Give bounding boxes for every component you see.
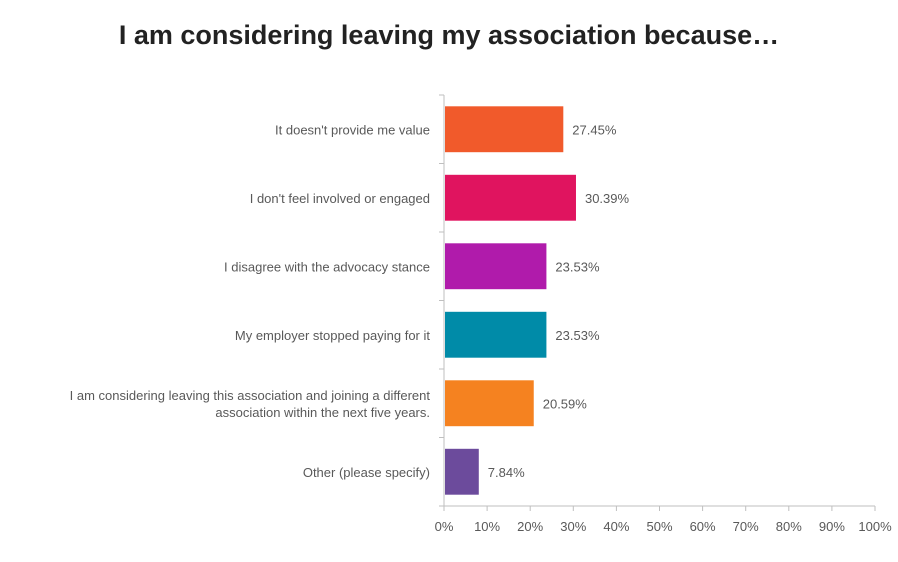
x-tick-label: 30% [560, 519, 586, 534]
x-tick-label: 60% [690, 519, 716, 534]
bar [445, 311, 547, 358]
data-label: 23.53% [555, 259, 600, 274]
x-tick-label: 90% [819, 519, 845, 534]
x-tick-label: 40% [603, 519, 629, 534]
data-label: 7.84% [488, 465, 525, 480]
category-label: I am considering leaving this associatio… [70, 388, 431, 403]
data-label: 30.39% [585, 191, 630, 206]
category-label: association within the next five years. [215, 405, 430, 420]
bar [445, 174, 576, 221]
x-tick-label: 70% [733, 519, 759, 534]
category-label: Other (please specify) [303, 465, 430, 480]
x-tick-label: 100% [858, 519, 892, 534]
category-label: I disagree with the advocacy stance [224, 259, 430, 274]
x-tick-label: 20% [517, 519, 543, 534]
bar [445, 448, 479, 495]
x-tick-label: 10% [474, 519, 500, 534]
data-label: 23.53% [555, 328, 600, 343]
bar [445, 380, 534, 427]
category-label: It doesn't provide me value [275, 122, 430, 137]
chart-title: I am considering leaving my association … [118, 20, 780, 50]
x-tick-label: 0% [435, 519, 454, 534]
x-tick-label: 50% [646, 519, 672, 534]
x-tick-label: 80% [776, 519, 802, 534]
data-label: 27.45% [572, 122, 617, 137]
bar [445, 106, 564, 153]
category-label: My employer stopped paying for it [235, 328, 430, 343]
category-label: I don't feel involved or engaged [250, 191, 430, 206]
data-label: 20.59% [543, 396, 588, 411]
bar [445, 243, 547, 290]
